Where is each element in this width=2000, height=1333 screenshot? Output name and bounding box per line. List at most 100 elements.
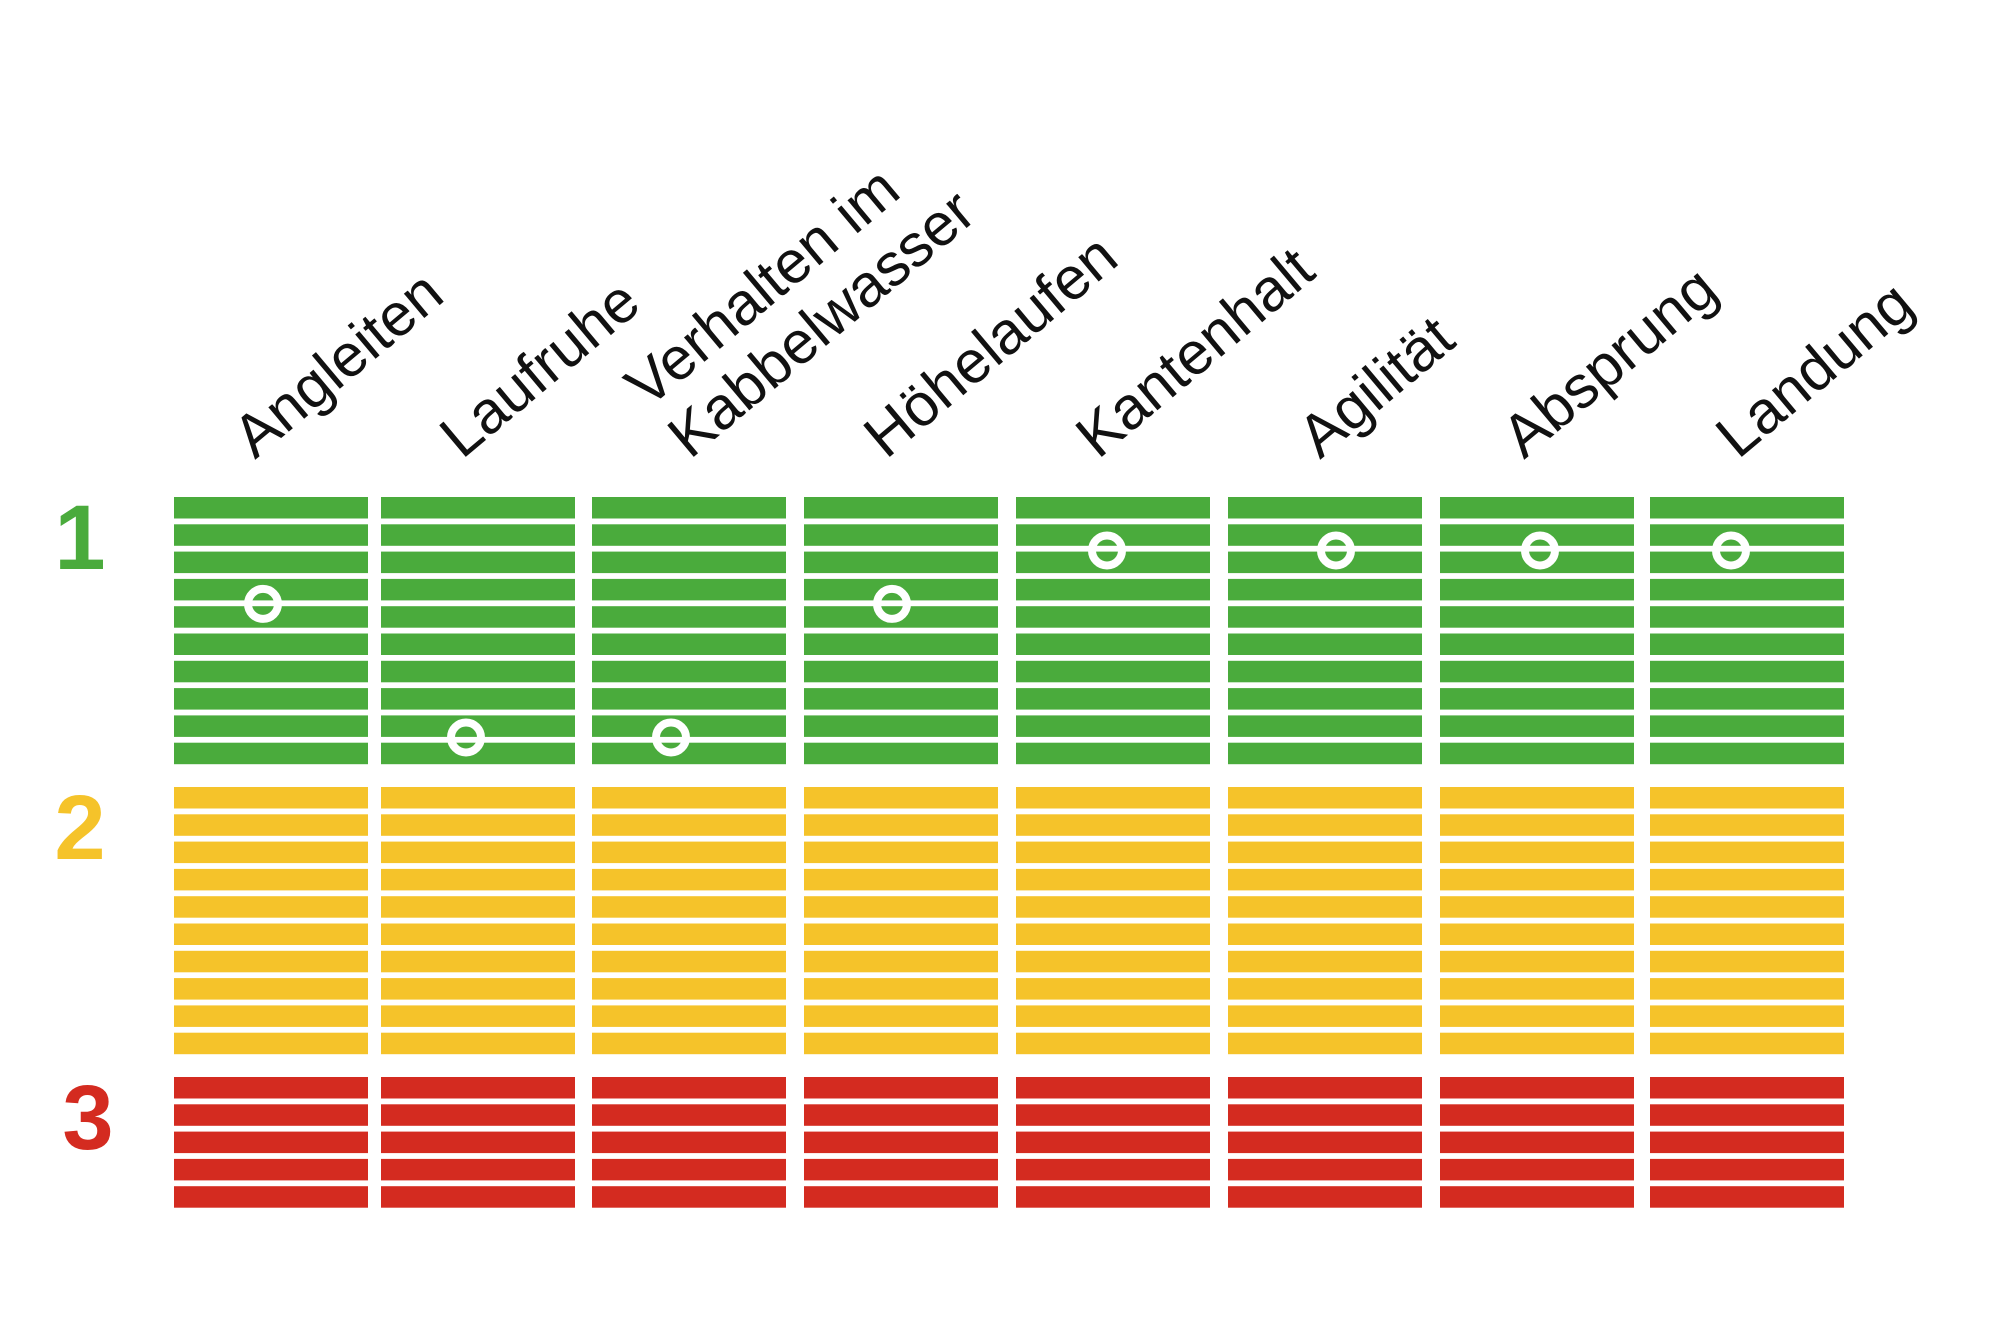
grade-2-cell xyxy=(1228,1032,1422,1055)
rating-marker xyxy=(652,718,690,757)
grade-2-cell xyxy=(174,841,368,864)
grade-3-cell xyxy=(1228,1158,1422,1181)
grade-3-cell xyxy=(174,1186,368,1208)
grade-2-cell xyxy=(381,868,575,891)
grade-2-cell xyxy=(174,1032,368,1055)
grade-2-cell xyxy=(592,1032,786,1055)
grade-1-cell xyxy=(1650,633,1844,655)
grade-2-cell xyxy=(1440,950,1634,973)
grade-2-cell xyxy=(1228,1005,1422,1027)
rating-marker xyxy=(1317,531,1355,570)
column-label-line: Landung xyxy=(1703,268,1925,469)
grade-3-cell xyxy=(1228,1186,1422,1208)
grade-1-cell xyxy=(1440,688,1634,710)
grade-3-cell xyxy=(381,1158,575,1181)
grade-3-cell xyxy=(804,1077,998,1099)
grade-2-cell xyxy=(592,1005,786,1027)
rating-markers xyxy=(244,531,1750,757)
grade-2-cell xyxy=(1228,950,1422,973)
grade-2-cell xyxy=(381,978,575,1000)
grade-2-cell xyxy=(1016,923,1210,945)
grade-2-cell xyxy=(174,978,368,1000)
grade-1-cell xyxy=(381,660,575,683)
grade-1-cell xyxy=(1440,715,1634,737)
grade-label-1: 1 xyxy=(54,487,105,589)
grade-2-cell xyxy=(1016,896,1210,918)
grade-1-cell xyxy=(1440,497,1634,519)
grade-1-cell xyxy=(1228,578,1422,601)
grade-3-cell xyxy=(804,1186,998,1208)
rating-grid xyxy=(174,497,1844,1208)
grade-1-cell xyxy=(1650,524,1844,546)
grade-1-cell xyxy=(1016,578,1210,601)
grade-1-cell xyxy=(174,497,368,519)
grade-1-cell xyxy=(804,660,998,683)
grade-3-cell xyxy=(174,1104,368,1126)
grade-3-cell xyxy=(1440,1186,1634,1208)
grade-2-cell xyxy=(592,841,786,864)
grade-2-cell xyxy=(174,868,368,891)
column-label: Absprung xyxy=(1489,254,1729,470)
grade-2-cell xyxy=(1228,868,1422,891)
grade-2-cell xyxy=(1440,868,1634,891)
grade-2-cell xyxy=(804,1032,998,1055)
grade-1-cell xyxy=(1650,606,1844,628)
column-label-line: Absprung xyxy=(1489,254,1729,470)
grade-1-cell xyxy=(1650,497,1844,519)
grade-1-cell xyxy=(592,524,786,546)
column-label: Angleiten xyxy=(220,258,455,470)
grade-3-cell xyxy=(804,1158,998,1181)
grade-3-cell xyxy=(804,1131,998,1154)
grade-2-cell xyxy=(804,787,998,809)
grade-1-cell xyxy=(1016,715,1210,737)
grade-2-cell xyxy=(804,868,998,891)
grade-2-cell xyxy=(592,978,786,1000)
grade-2-cell xyxy=(174,896,368,918)
grade-1-cell xyxy=(1228,497,1422,519)
grade-2-cell xyxy=(1440,1005,1634,1027)
grade-1-cell xyxy=(804,715,998,737)
grade-3-cell xyxy=(1228,1077,1422,1099)
grade-1-cell xyxy=(1016,606,1210,628)
grade-3-cell xyxy=(1016,1131,1210,1154)
grade-3-cell xyxy=(381,1077,575,1099)
grade-3-cell xyxy=(381,1131,575,1154)
grade-2-cell xyxy=(1228,841,1422,864)
column-label-line: Agilität xyxy=(1285,303,1466,470)
grade-2-cell xyxy=(1650,978,1844,1000)
grade-1-cell xyxy=(1440,578,1634,601)
grade-1-cell xyxy=(1650,715,1844,737)
grade-3-cell xyxy=(1228,1104,1422,1126)
grade-1-cell xyxy=(592,497,786,519)
grade-2-cell xyxy=(381,923,575,945)
grade-1-cell xyxy=(1650,660,1844,683)
grade-1-cell xyxy=(1440,606,1634,628)
grade-1-cell xyxy=(381,551,575,574)
grade-1-cell xyxy=(1016,688,1210,710)
grade-2-cell xyxy=(1650,896,1844,918)
grade-3-cell xyxy=(381,1104,575,1126)
grade-2-cell xyxy=(1016,841,1210,864)
grade-2-cell xyxy=(1440,814,1634,836)
grade-1-cell xyxy=(381,742,575,765)
column-label: Agilität xyxy=(1285,303,1466,470)
column-label: Landung xyxy=(1703,268,1925,469)
grade-1-cell xyxy=(1228,606,1422,628)
grade-3-cell xyxy=(1440,1104,1634,1126)
grade-1-cell xyxy=(1650,578,1844,601)
grade-2-cell xyxy=(1650,1005,1844,1027)
grade-2-cell xyxy=(1440,787,1634,809)
grade-3-cell xyxy=(592,1077,786,1099)
grade-1-cell xyxy=(1228,742,1422,765)
grade-1-cell xyxy=(1228,633,1422,655)
grade-2-cell xyxy=(592,950,786,973)
grade-1-cell xyxy=(1016,497,1210,519)
grade-2-cell xyxy=(592,787,786,809)
grade-2-cell xyxy=(804,950,998,973)
grade-3-cell xyxy=(1650,1131,1844,1154)
grade-1-cell xyxy=(804,633,998,655)
grade-1-cell xyxy=(381,688,575,710)
grade-1-cell xyxy=(1228,715,1422,737)
grade-2-cell xyxy=(592,923,786,945)
grade-1-cell xyxy=(804,688,998,710)
